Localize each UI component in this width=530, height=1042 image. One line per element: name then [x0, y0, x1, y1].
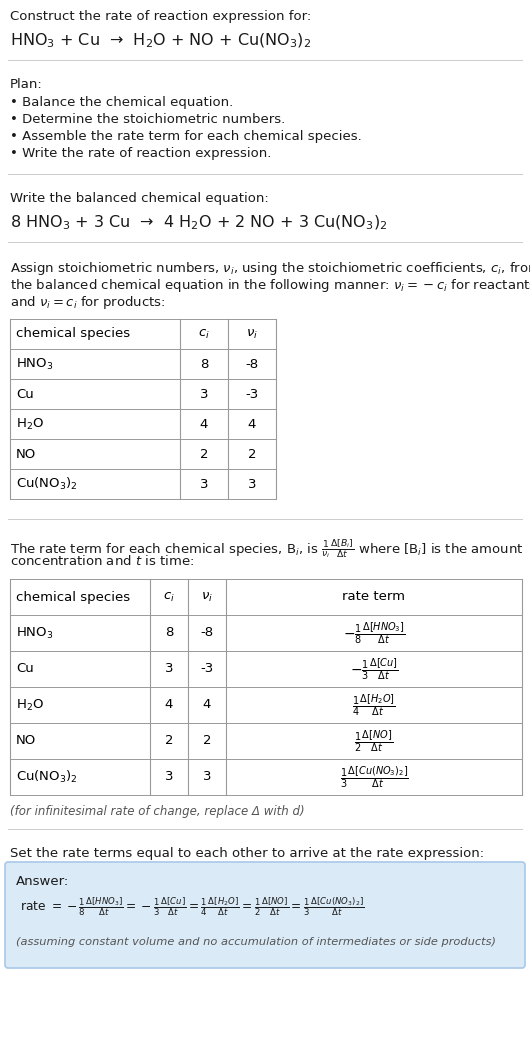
Text: 3: 3 — [203, 770, 211, 784]
Text: Assign stoichiometric numbers, $\nu_i$, using the stoichiometric coefficients, $: Assign stoichiometric numbers, $\nu_i$, … — [10, 260, 530, 277]
Text: H$_2$O: H$_2$O — [16, 417, 44, 431]
Text: • Determine the stoichiometric numbers.: • Determine the stoichiometric numbers. — [10, 113, 285, 126]
Text: chemical species: chemical species — [16, 327, 130, 341]
Text: Set the rate terms equal to each other to arrive at the rate expression:: Set the rate terms equal to each other t… — [10, 847, 484, 860]
Text: 3: 3 — [200, 477, 208, 491]
Text: -3: -3 — [200, 663, 214, 675]
Text: $\frac{1}{2}\frac{\Delta[NO]}{\Delta t}$: $\frac{1}{2}\frac{\Delta[NO]}{\Delta t}$ — [355, 728, 393, 753]
Text: Answer:: Answer: — [16, 875, 69, 888]
Text: $c_i$: $c_i$ — [198, 327, 210, 341]
Text: (assuming constant volume and no accumulation of intermediates or side products): (assuming constant volume and no accumul… — [16, 937, 496, 947]
Text: 3: 3 — [165, 663, 173, 675]
Text: 2: 2 — [203, 735, 211, 747]
Text: Plan:: Plan: — [10, 78, 43, 91]
Text: • Write the rate of reaction expression.: • Write the rate of reaction expression. — [10, 147, 271, 160]
Text: NO: NO — [16, 735, 36, 747]
Text: $-\frac{1}{3}\frac{\Delta[Cu]}{\Delta t}$: $-\frac{1}{3}\frac{\Delta[Cu]}{\Delta t}… — [350, 656, 399, 681]
Text: $\frac{1}{4}\frac{\Delta[H_2O]}{\Delta t}$: $\frac{1}{4}\frac{\Delta[H_2O]}{\Delta t… — [352, 692, 396, 718]
Text: Construct the rate of reaction expression for:: Construct the rate of reaction expressio… — [10, 10, 311, 23]
Text: the balanced chemical equation in the following manner: $\nu_i = -c_i$ for react: the balanced chemical equation in the fo… — [10, 277, 530, 294]
FancyBboxPatch shape — [5, 862, 525, 968]
Text: 4: 4 — [165, 698, 173, 712]
Text: The rate term for each chemical species, B$_i$, is $\frac{1}{\nu_i}\frac{\Delta[: The rate term for each chemical species,… — [10, 537, 524, 560]
Text: 8: 8 — [200, 357, 208, 371]
Text: NO: NO — [16, 447, 36, 461]
Text: 4: 4 — [203, 698, 211, 712]
Text: 3: 3 — [200, 388, 208, 400]
Text: 3: 3 — [165, 770, 173, 784]
Text: $\frac{1}{3}\frac{\Delta[Cu(NO_3)_2]}{\Delta t}$: $\frac{1}{3}\frac{\Delta[Cu(NO_3)_2]}{\D… — [340, 764, 409, 790]
Text: $\nu_i$: $\nu_i$ — [201, 591, 213, 603]
Text: 4: 4 — [200, 418, 208, 430]
Text: -8: -8 — [245, 357, 259, 371]
Text: $-\frac{1}{8}\frac{\Delta[HNO_3]}{\Delta t}$: $-\frac{1}{8}\frac{\Delta[HNO_3]}{\Delta… — [343, 620, 405, 646]
Text: Cu(NO$_3$)$_2$: Cu(NO$_3$)$_2$ — [16, 476, 78, 492]
Text: Write the balanced chemical equation:: Write the balanced chemical equation: — [10, 192, 269, 205]
Text: HNO$_3$ + Cu  →  H$_2$O + NO + Cu(NO$_3$)$_2$: HNO$_3$ + Cu → H$_2$O + NO + Cu(NO$_3$)$… — [10, 32, 311, 50]
Text: (for infinitesimal rate of change, replace Δ with d): (for infinitesimal rate of change, repla… — [10, 805, 305, 818]
Text: 8 HNO$_3$ + 3 Cu  →  4 H$_2$O + 2 NO + 3 Cu(NO$_3$)$_2$: 8 HNO$_3$ + 3 Cu → 4 H$_2$O + 2 NO + 3 C… — [10, 214, 387, 232]
Text: 2: 2 — [165, 735, 173, 747]
Text: 8: 8 — [165, 626, 173, 640]
Text: 3: 3 — [248, 477, 256, 491]
Text: HNO$_3$: HNO$_3$ — [16, 625, 54, 641]
Text: $c_i$: $c_i$ — [163, 591, 175, 603]
Text: H$_2$O: H$_2$O — [16, 697, 44, 713]
Text: HNO$_3$: HNO$_3$ — [16, 356, 54, 372]
Text: Cu(NO$_3$)$_2$: Cu(NO$_3$)$_2$ — [16, 769, 78, 785]
Text: • Balance the chemical equation.: • Balance the chemical equation. — [10, 96, 233, 109]
Text: • Assemble the rate term for each chemical species.: • Assemble the rate term for each chemic… — [10, 130, 362, 143]
Text: chemical species: chemical species — [16, 591, 130, 603]
Text: -3: -3 — [245, 388, 259, 400]
Text: rate $= -\frac{1}{8}\frac{\Delta[HNO_3]}{\Delta t} = -\frac{1}{3}\frac{\Delta[Cu: rate $= -\frac{1}{8}\frac{\Delta[HNO_3]}… — [20, 895, 365, 918]
Text: 2: 2 — [248, 447, 256, 461]
Text: Cu: Cu — [16, 388, 34, 400]
Text: 4: 4 — [248, 418, 256, 430]
Text: Cu: Cu — [16, 663, 34, 675]
Text: -8: -8 — [200, 626, 214, 640]
Text: concentration and $t$ is time:: concentration and $t$ is time: — [10, 554, 194, 568]
Text: and $\nu_i = c_i$ for products:: and $\nu_i = c_i$ for products: — [10, 294, 165, 311]
Text: 2: 2 — [200, 447, 208, 461]
Text: rate term: rate term — [342, 591, 405, 603]
Text: $\nu_i$: $\nu_i$ — [246, 327, 258, 341]
